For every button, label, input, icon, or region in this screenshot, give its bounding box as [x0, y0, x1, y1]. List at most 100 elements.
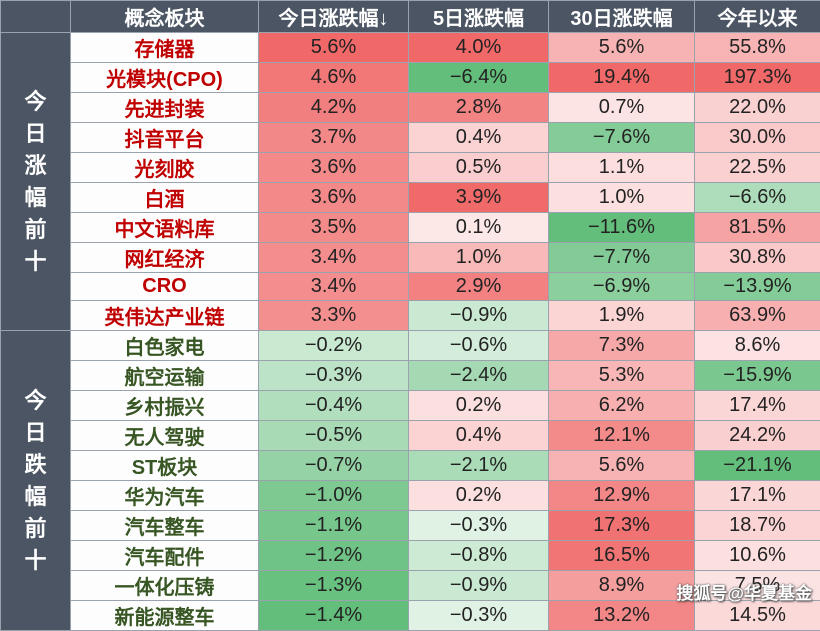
cell-thirty-day-change: −7.6%	[549, 123, 695, 153]
cell-today-change: 3.7%	[259, 123, 409, 153]
cell-ytd-change: 22.0%	[695, 93, 820, 123]
sector-name: 新能源整车	[71, 601, 259, 631]
cell-ytd-change: 10.6%	[695, 541, 820, 571]
cell-today-change: −1.1%	[259, 511, 409, 541]
cell-ytd-change: 18.7%	[695, 511, 820, 541]
cell-ytd-change: 197.3%	[695, 63, 820, 93]
cell-today-change: 3.6%	[259, 183, 409, 213]
cell-ytd-change: 24.2%	[695, 421, 820, 451]
header-thirty-day-change: 30日涨跌幅	[549, 1, 695, 33]
header-group-corner	[1, 1, 71, 33]
cell-today-change: 4.6%	[259, 63, 409, 93]
header-ytd-change: 今年以来	[695, 1, 820, 33]
cell-thirty-day-change: 16.5%	[549, 541, 695, 571]
cell-five-day-change: −0.9%	[409, 301, 549, 331]
cell-today-change: 3.4%	[259, 243, 409, 273]
cell-five-day-change: 4.0%	[409, 33, 549, 63]
sector-name: 华为汽车	[71, 481, 259, 511]
header-five-day-change: 5日涨跌幅	[409, 1, 549, 33]
cell-five-day-change: −0.9%	[409, 571, 549, 601]
cell-five-day-change: 0.5%	[409, 153, 549, 183]
cell-thirty-day-change: −6.9%	[549, 273, 695, 301]
cell-ytd-change: −21.1%	[695, 451, 820, 481]
sector-name: CRO	[71, 273, 259, 301]
cell-ytd-change: 55.8%	[695, 33, 820, 63]
sector-name: 一体化压铸	[71, 571, 259, 601]
cell-thirty-day-change: 5.6%	[549, 451, 695, 481]
cell-thirty-day-change: 12.1%	[549, 421, 695, 451]
cell-today-change: −1.2%	[259, 541, 409, 571]
cell-five-day-change: 0.2%	[409, 481, 549, 511]
cell-ytd-change: 30.0%	[695, 123, 820, 153]
cell-ytd-change: 30.8%	[695, 243, 820, 273]
table-row: 光模块(CPO)4.6%−6.4%19.4%197.3%	[1, 63, 820, 93]
cell-today-change: 3.5%	[259, 213, 409, 243]
cell-thirty-day-change: 1.0%	[549, 183, 695, 213]
sector-name: 光模块(CPO)	[71, 63, 259, 93]
table-row: 乡村振兴−0.4%0.2%6.2%17.4%	[1, 391, 820, 421]
table-row: 汽车整车−1.1%−0.3%17.3%18.7%	[1, 511, 820, 541]
cell-five-day-change: 0.4%	[409, 421, 549, 451]
sector-name: 白酒	[71, 183, 259, 213]
cell-five-day-change: 2.9%	[409, 273, 549, 301]
cell-thirty-day-change: 13.2%	[549, 601, 695, 631]
table-row: 无人驾驶−0.5%0.4%12.1%24.2%	[1, 421, 820, 451]
cell-today-change: −0.4%	[259, 391, 409, 421]
cell-five-day-change: 1.0%	[409, 243, 549, 273]
sector-name: 中文语料库	[71, 213, 259, 243]
cell-five-day-change: −2.4%	[409, 361, 549, 391]
cell-ytd-change: 17.1%	[695, 481, 820, 511]
table-row: 一体化压铸−1.3%−0.9%8.9%7.5%	[1, 571, 820, 601]
header-today-change: 今日涨跌幅↓	[259, 1, 409, 33]
cell-five-day-change: 0.1%	[409, 213, 549, 243]
sector-name: 汽车整车	[71, 511, 259, 541]
cell-five-day-change: 0.4%	[409, 123, 549, 153]
table-row: 新能源整车−1.4%−0.3%13.2%14.5%	[1, 601, 820, 631]
sector-name: 抖音平台	[71, 123, 259, 153]
sector-name: 光刻胶	[71, 153, 259, 183]
cell-today-change: −1.4%	[259, 601, 409, 631]
cell-thirty-day-change: 12.9%	[549, 481, 695, 511]
sector-name: 白色家电	[71, 331, 259, 361]
cell-thirty-day-change: 17.3%	[549, 511, 695, 541]
cell-thirty-day-change: 5.6%	[549, 33, 695, 63]
cell-thirty-day-change: 7.3%	[549, 331, 695, 361]
table-row: 航空运输−0.3%−2.4%5.3%−15.9%	[1, 361, 820, 391]
sector-name: 汽车配件	[71, 541, 259, 571]
table-row: 今日跌幅前十白色家电−0.2%−0.6%7.3%8.6%	[1, 331, 820, 361]
sector-name: 乡村振兴	[71, 391, 259, 421]
cell-five-day-change: 3.9%	[409, 183, 549, 213]
cell-five-day-change: −0.3%	[409, 511, 549, 541]
cell-five-day-change: −6.4%	[409, 63, 549, 93]
cell-five-day-change: −0.6%	[409, 331, 549, 361]
sector-name: 无人驾驶	[71, 421, 259, 451]
cell-today-change: 3.4%	[259, 273, 409, 301]
table-row: 汽车配件−1.2%−0.8%16.5%10.6%	[1, 541, 820, 571]
cell-five-day-change: −0.8%	[409, 541, 549, 571]
cell-today-change: −0.2%	[259, 331, 409, 361]
table-row: 华为汽车−1.0%0.2%12.9%17.1%	[1, 481, 820, 511]
cell-today-change: −0.7%	[259, 451, 409, 481]
cell-today-change: −0.3%	[259, 361, 409, 391]
cell-five-day-change: 2.8%	[409, 93, 549, 123]
cell-thirty-day-change: 0.7%	[549, 93, 695, 123]
cell-ytd-change: −6.6%	[695, 183, 820, 213]
cell-thirty-day-change: −11.6%	[549, 213, 695, 243]
cell-five-day-change: 0.2%	[409, 391, 549, 421]
cell-ytd-change: 14.5%	[695, 601, 820, 631]
cell-thirty-day-change: 8.9%	[549, 571, 695, 601]
cell-today-change: 4.2%	[259, 93, 409, 123]
sector-name: 存储器	[71, 33, 259, 63]
cell-today-change: 3.6%	[259, 153, 409, 183]
cell-ytd-change: 63.9%	[695, 301, 820, 331]
